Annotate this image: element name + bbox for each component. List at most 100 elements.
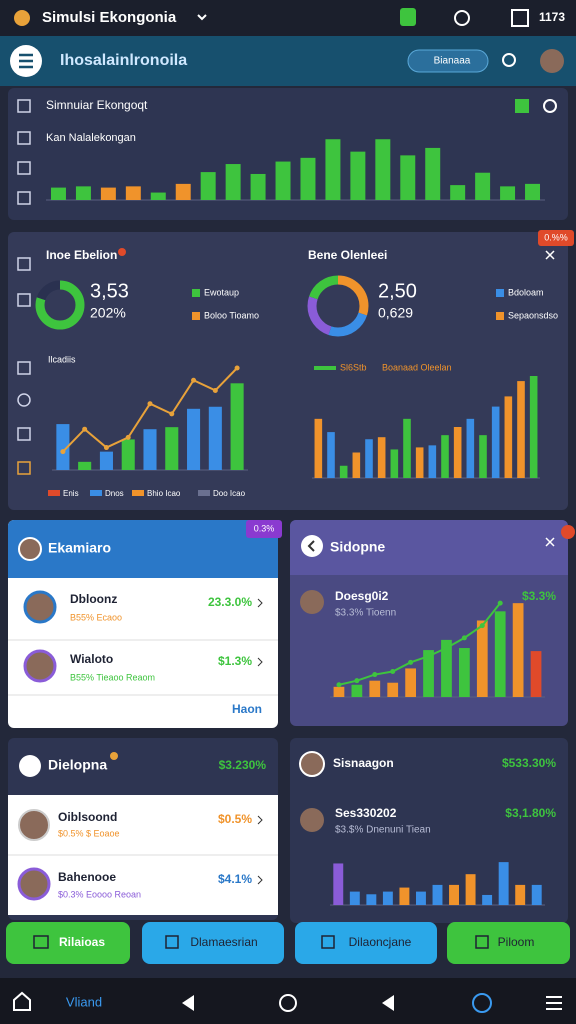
item-sub: B55% Tieaoo Reaom	[70, 672, 155, 682]
bar	[99, 451, 113, 470]
action-button[interactable]	[6, 922, 130, 964]
line-point	[60, 449, 66, 455]
clock: 1173	[539, 10, 565, 24]
bar	[498, 862, 509, 905]
dropdown[interactable]	[197, 14, 207, 21]
detail-title: Sidopne	[330, 539, 385, 555]
line-point	[212, 387, 218, 393]
bar	[453, 427, 462, 478]
overview-subtitle: Kan Nalalekongan	[46, 132, 136, 144]
button-label: Rilaioas	[59, 935, 105, 949]
side-icons	[17, 99, 31, 205]
chevron[interactable]	[257, 815, 263, 825]
bar	[449, 884, 459, 905]
refresh-button[interactable]	[543, 99, 557, 113]
button-label: Piloom	[498, 935, 535, 949]
bar	[479, 435, 487, 478]
chart-legend: Enis Dnos Bhio Icao Doo Icao	[48, 489, 246, 498]
back-button[interactable]	[382, 995, 394, 1011]
item-name: Wialoto	[70, 652, 113, 666]
assistant-button[interactable]	[472, 993, 492, 1013]
line-point	[103, 445, 109, 451]
item-sub: $0.3% Eoooo Reoan	[58, 889, 141, 899]
action-button[interactable]	[447, 922, 570, 964]
back-button[interactable]	[182, 995, 194, 1011]
bar	[531, 884, 542, 905]
pill-label: Bianaaa	[434, 56, 471, 67]
bar-chart	[312, 376, 540, 479]
bar	[165, 427, 179, 470]
avatar	[23, 649, 57, 683]
detail-card	[290, 738, 568, 923]
bar	[275, 161, 291, 200]
line-point	[336, 682, 342, 688]
legend-label: Bhio Icao	[147, 489, 181, 498]
export-button[interactable]	[515, 99, 529, 113]
bar	[432, 884, 443, 905]
dot	[110, 752, 118, 760]
bar	[491, 406, 500, 478]
bar	[450, 185, 466, 200]
menu-button[interactable]	[546, 996, 562, 1010]
app-name: Simulsi Ekongonia	[42, 9, 177, 26]
bar	[382, 891, 393, 905]
home-circle[interactable]	[279, 994, 297, 1012]
pill-button[interactable]	[407, 49, 489, 73]
item-value: $3.3%	[522, 589, 556, 603]
legend-swatch	[192, 289, 200, 297]
avatar[interactable]	[540, 49, 564, 73]
footer-link[interactable]: Haon	[232, 702, 262, 716]
bar	[504, 396, 513, 478]
chevron[interactable]	[257, 598, 263, 608]
bar	[405, 668, 416, 697]
donut-segment	[307, 275, 369, 337]
avatar	[23, 590, 57, 624]
legend-label: Sl6Stb	[340, 362, 367, 372]
close-button[interactable]	[545, 250, 555, 260]
bar	[525, 183, 541, 200]
bar	[399, 887, 410, 905]
action-button[interactable]	[142, 922, 284, 964]
bar	[365, 439, 373, 478]
bar	[400, 155, 416, 200]
back-button[interactable]	[301, 535, 323, 557]
avatar	[299, 751, 325, 777]
item-name: Bahenooe	[58, 870, 116, 884]
chevron[interactable]	[257, 657, 263, 667]
icon	[19, 755, 41, 777]
bar	[50, 187, 66, 200]
detail-value: $533.30%	[502, 756, 556, 770]
nav-label[interactable]: Vliand	[66, 994, 102, 1009]
bar	[465, 874, 476, 905]
bar	[476, 620, 488, 697]
donut	[307, 275, 369, 337]
badge	[538, 230, 574, 246]
chevron[interactable]	[257, 875, 263, 885]
bar	[459, 648, 470, 697]
item-name: Oiblsoond	[58, 810, 117, 824]
bar	[377, 437, 386, 478]
list-header	[8, 520, 278, 578]
donut-segment	[307, 275, 369, 337]
home-button[interactable]	[13, 991, 31, 1011]
combo-chart	[52, 365, 248, 471]
button-icons	[33, 935, 489, 949]
search-button[interactable]	[502, 53, 516, 67]
avatar	[17, 867, 51, 901]
action-button[interactable]	[295, 922, 437, 964]
bar	[515, 884, 526, 905]
bar	[350, 151, 366, 200]
bar	[441, 639, 452, 697]
item-value: $4.1%	[218, 872, 252, 886]
button-label: Dlamaesrian	[190, 935, 257, 949]
list-title: Ekamiaro	[48, 540, 111, 556]
item-sub: $3.3% Tioenn	[335, 608, 396, 619]
line-point	[497, 600, 503, 606]
line-point	[169, 411, 175, 417]
item-sub: $3.$% Dnenuni Tiean	[335, 825, 431, 836]
bar	[351, 684, 363, 697]
legend-label: Doo Icao	[213, 489, 246, 498]
bar	[150, 192, 166, 200]
item-name: Ses330202	[335, 806, 397, 820]
close-button[interactable]	[545, 537, 555, 547]
